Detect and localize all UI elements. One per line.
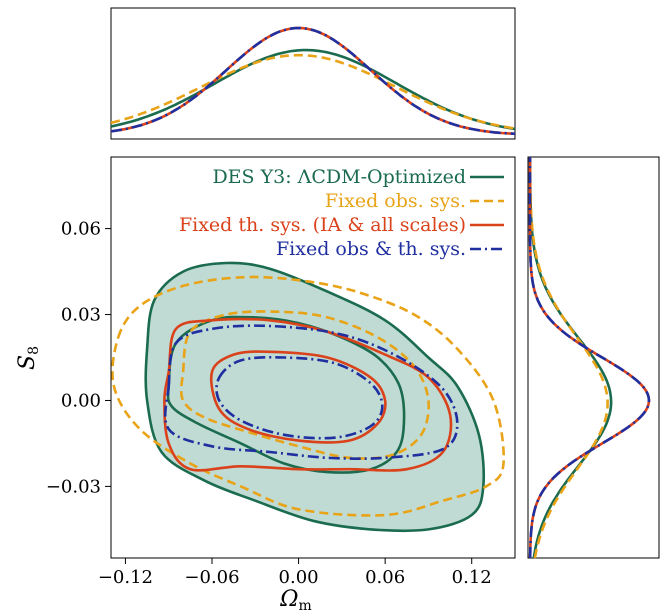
des-y3-cdm-optimized-95-contour [144, 261, 486, 533]
fixed-obs-th-sys-s8-marginal [528, 157, 651, 559]
fixed-obs-sys-omega-m-marginal [110, 53, 516, 130]
x-tick-label: −0.12 [98, 567, 153, 588]
legend-label-fixed-obs-sys: Fixed obs. sys. [325, 190, 466, 212]
des-y3-cdm-optimized-omega-m-marginal [110, 48, 516, 131]
x-tick-label: −0.06 [184, 567, 239, 588]
x-tick-label: 0.06 [365, 567, 405, 588]
legend-label-des-y3-cdm-optimized: DES Y3: ΛCDM-Optimized [212, 166, 466, 188]
fixed-th-sys-ia-all-scales-omega-m-marginal [110, 26, 516, 136]
x-tick-label: 0.00 [279, 567, 319, 588]
fixed-th-sys-ia-all-scales-95-contour [163, 317, 453, 472]
joint-contour-panel: −0.12 −0.06 0.00 0.06 0.12 −0.03 0.00 0.03 0.06… [46, 156, 516, 588]
legend-label-fixed-obs-th-sys: Fixed obs & th. sys. [276, 238, 466, 260]
omega-m-marginal-frame [110, 7, 516, 140]
x-axis-label: Ωm [279, 587, 312, 612]
fixed-obs-sys-95-contour [111, 275, 506, 517]
fixed-obs-sys-s8-marginal [528, 157, 609, 559]
x-axis-label-subscript: m [298, 598, 311, 612]
y-axis-ticks: −0.03 0.00 0.03 0.06 [46, 219, 111, 497]
x-axis-ticks: −0.12 −0.06 0.00 0.06 0.12 [98, 558, 492, 588]
x-tick-label: 0.12 [452, 567, 492, 588]
legend-label-fixed-th-sys-ia-all-scales: Fixed th. sys. (IA & all scales) [179, 214, 466, 236]
y-tick-label: 0.00 [61, 390, 101, 411]
s8-marginal-curves [528, 156, 651, 559]
fixed-th-sys-ia-all-scales-68-contour [209, 350, 387, 444]
des-y3-cdm-optimized-s8-marginal [528, 156, 613, 559]
s8-marginal-panel [527, 156, 660, 559]
y-tick-label: 0.03 [61, 305, 101, 326]
omega-m-marginal-panel [110, 7, 516, 140]
y-tick-label: −0.03 [46, 476, 101, 497]
contour-layer [111, 261, 506, 533]
joint-contour-frame [110, 156, 516, 559]
y-axis-label-subscript: 8 [26, 346, 42, 355]
fixed-th-sys-ia-all-scales-s8-marginal [528, 157, 651, 559]
s8-marginal-frame [527, 156, 660, 559]
omega-m-marginal-curves [110, 26, 516, 136]
fixed-obs-th-sys-omega-m-marginal [110, 26, 516, 136]
fixed-obs-th-sys-95-contour [163, 324, 459, 460]
fixed-obs-th-sys-68-contour [215, 355, 384, 440]
fixed-obs-sys-68-contour [179, 310, 430, 460]
y-axis-label: S8 [15, 346, 42, 370]
des-y3-cdm-optimized-68-contour [166, 315, 406, 474]
y-tick-label: 0.06 [61, 219, 101, 240]
